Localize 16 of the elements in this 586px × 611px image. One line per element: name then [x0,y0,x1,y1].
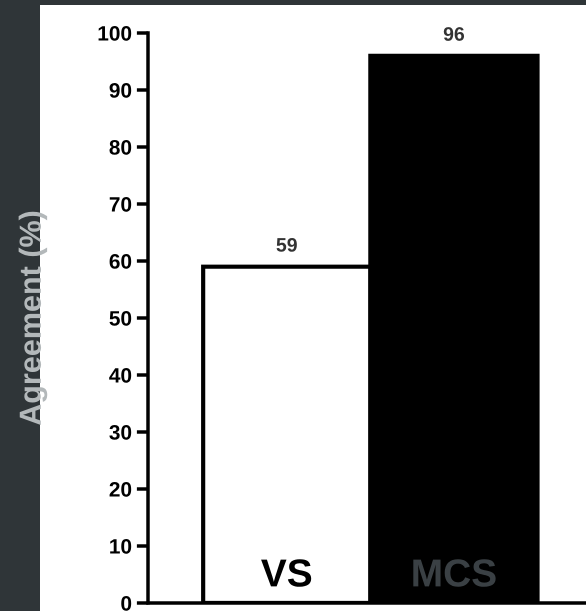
data-label: 59 [276,238,297,252]
y-tick-label: 40 [109,368,132,383]
y-tick-label: 100 [98,26,132,41]
y-tick-label: 90 [110,83,132,98]
x-tick-label: VS [261,559,312,587]
y-tick-label: 70 [110,197,132,212]
y-tick-label: 60 [110,254,132,269]
y-tick-label: 0 [121,596,132,611]
x-tick-label: MCS [413,559,496,587]
data-label: 96 [444,27,464,41]
y-tick-label: 50 [110,311,132,326]
y-axis-title: Agreement (%) [18,212,48,426]
y-tick-label: 20 [110,482,132,497]
y-tick-label: 80 [110,140,132,155]
y-tick-label: 30 [109,425,132,440]
y-tick-label: 10 [110,539,132,554]
